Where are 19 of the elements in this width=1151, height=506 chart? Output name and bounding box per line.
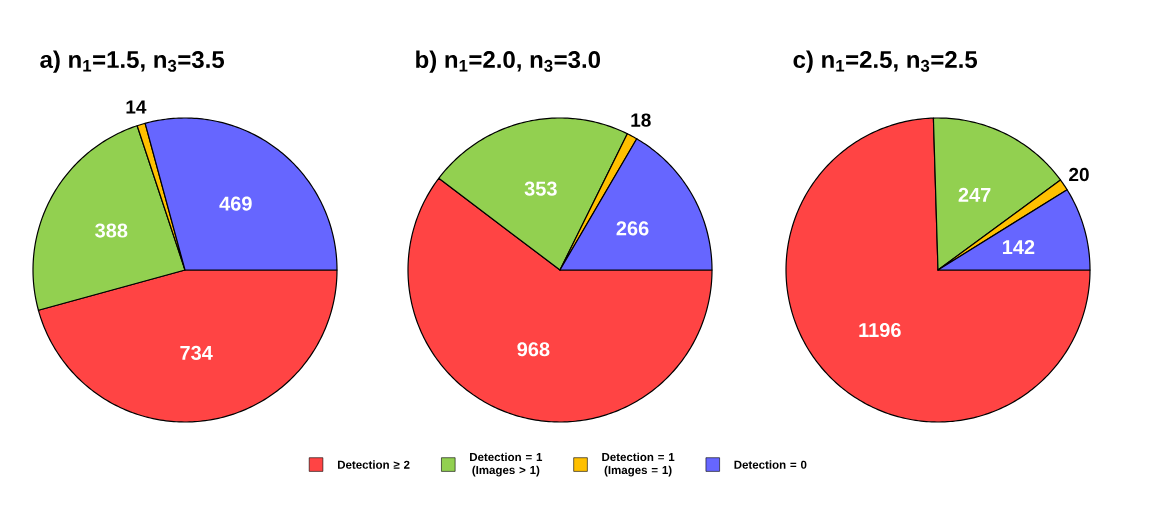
data-label: 266	[616, 221, 649, 236]
data-label: 1196	[859, 322, 901, 338]
legend-label: Detection = 1 (Images > 1)	[470, 452, 543, 477]
data-label: 18	[631, 113, 651, 127]
data-label: 142	[1002, 240, 1035, 255]
data-label: 469	[219, 196, 252, 211]
data-label: 14	[126, 100, 147, 114]
legend-label: Detection = 1 (Images = 1)	[602, 452, 675, 477]
data-label: 388	[95, 223, 128, 238]
legend-label: Detection = 0	[734, 460, 807, 469]
data-label: 20	[1069, 167, 1089, 182]
legend-label: Detection ≥ 2	[337, 460, 410, 469]
data-label: 247	[958, 187, 991, 202]
chart-title: c) n$_{1}$=2.5, n$_{3}$=2.5	[793, 50, 978, 73]
chart-title: b) n$_{1}$=2.0, n$_{3}$=3.0	[416, 50, 601, 73]
data-label: 968	[517, 342, 550, 357]
data-label: 734	[180, 345, 213, 360]
chart-title: a) n$_{1}$=1.5, n$_{3}$=3.5	[40, 50, 225, 73]
data-label: 353	[524, 181, 557, 196]
